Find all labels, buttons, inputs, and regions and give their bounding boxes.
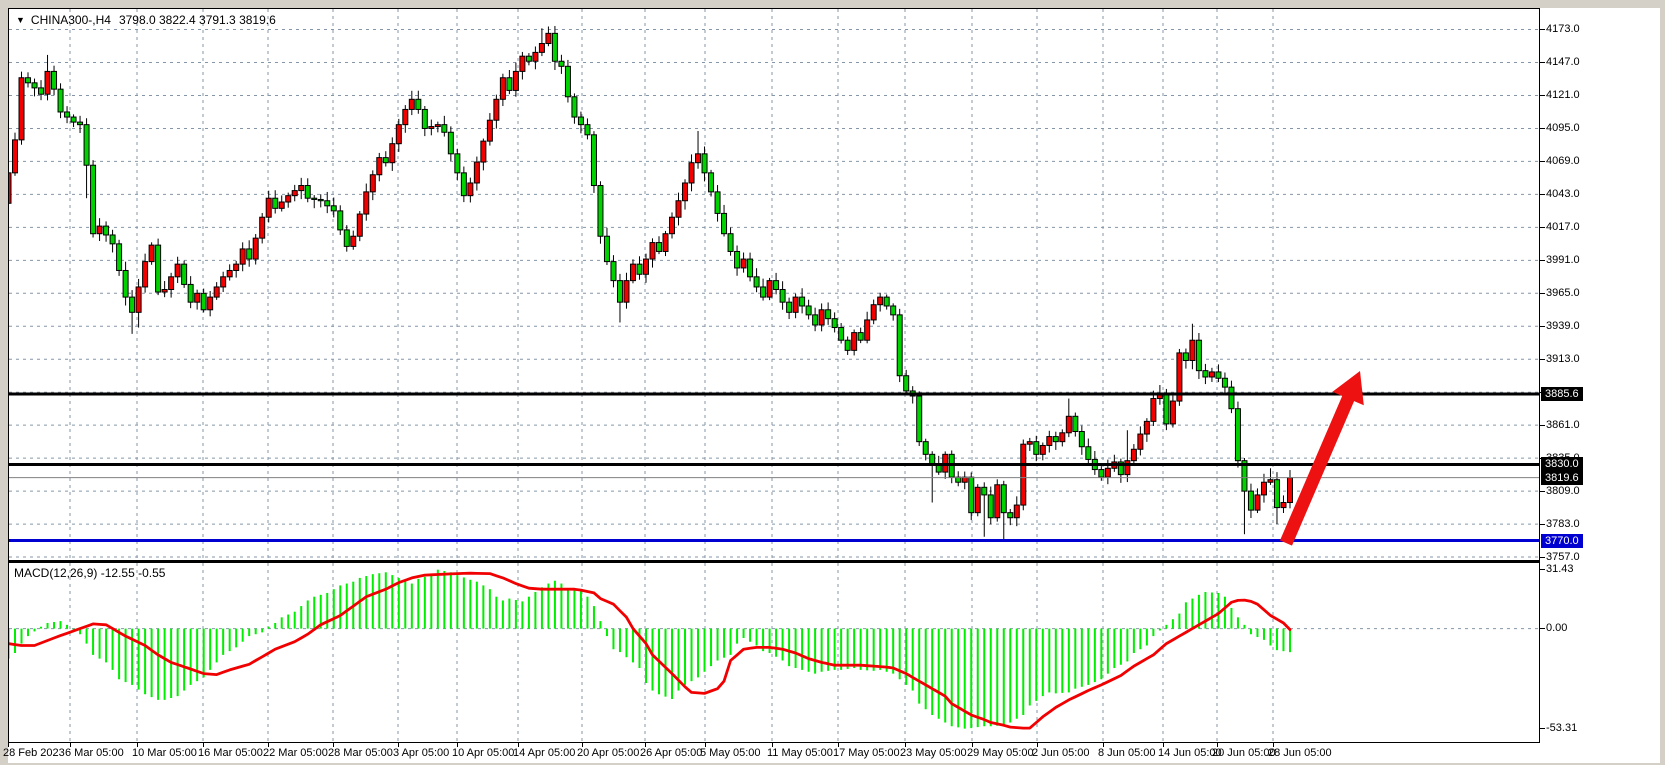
time-tick-mark bbox=[333, 743, 334, 747]
time-tick-label: 28 Mar 05:00 bbox=[328, 747, 393, 759]
price-tick-label: 4069.0 bbox=[1546, 154, 1580, 167]
time-tick-label: 11 May 05:00 bbox=[767, 747, 833, 759]
time-tick-label: 5 May 05:00 bbox=[700, 747, 761, 759]
ohlc-values: 3798.0 3822.4 3791.3 3819.6 bbox=[118, 13, 276, 27]
price-tick-mark bbox=[1540, 292, 1545, 294]
price-tick-label: 3965.0 bbox=[1546, 286, 1580, 299]
time-tick-mark bbox=[137, 743, 138, 747]
time-tick-label: 20 Jun 05:00 bbox=[1212, 747, 1276, 759]
time-tick-label: 16 Mar 05:00 bbox=[198, 747, 263, 759]
time-tick-mark bbox=[838, 743, 839, 747]
time-tick-label: 14 Jun 05:00 bbox=[1158, 747, 1222, 759]
time-tick-mark bbox=[268, 743, 269, 747]
price-tick-mark bbox=[1540, 94, 1545, 96]
price-level-badge: 3885.6 bbox=[1541, 386, 1583, 401]
time-tick-mark bbox=[1037, 743, 1038, 747]
chart-title: ▼ CHINA300-,H4 3798.0 3822.4 3791.3 3819.6 bbox=[16, 13, 276, 27]
price-tick-mark bbox=[1540, 490, 1545, 492]
price-level-badge: 3830.0 bbox=[1541, 457, 1583, 472]
chart-frame bbox=[8, 8, 1540, 743]
time-tick-mark bbox=[398, 743, 399, 747]
macd-tick-mark bbox=[1540, 628, 1545, 630]
macd-indicator-name: MACD(12,26,9) bbox=[14, 566, 98, 580]
macd-histogram bbox=[9, 569, 1291, 729]
price-tick-label: 3913.0 bbox=[1546, 352, 1580, 365]
price-tick-label: 3783.0 bbox=[1546, 517, 1580, 530]
time-tick-mark bbox=[582, 743, 583, 747]
time-tick-mark bbox=[645, 743, 646, 747]
time-tick-label: 20 Apr 05:00 bbox=[577, 747, 640, 759]
annotation-arrow[interactable] bbox=[1280, 371, 1364, 546]
price-tick-mark bbox=[1540, 259, 1545, 261]
price-tick-mark bbox=[1540, 160, 1545, 162]
price-tick-mark bbox=[1540, 325, 1545, 327]
main-price-chart[interactable] bbox=[9, 9, 1539, 560]
time-tick-label: 28 Feb 2023 bbox=[3, 747, 65, 759]
time-tick-label: 28 Jun 05:00 bbox=[1268, 747, 1332, 759]
price-tick-mark bbox=[1540, 29, 1545, 31]
time-tick-label: 23 May 05:00 bbox=[900, 747, 967, 759]
time-tick-mark bbox=[1273, 743, 1274, 747]
price-tick-label: 4147.0 bbox=[1546, 56, 1580, 69]
price-tick-mark bbox=[1540, 193, 1545, 195]
macd-signal-line bbox=[9, 571, 1292, 730]
time-tick-label: 8 Jun 05:00 bbox=[1098, 747, 1156, 759]
macd-tick-label: 31.43 bbox=[1546, 563, 1574, 576]
macd-label: MACD(12,26,9) -12.55 -0.55 bbox=[14, 566, 165, 580]
price-tick-mark bbox=[1540, 127, 1545, 129]
candlesticks bbox=[9, 25, 1293, 540]
price-tick-label: 4017.0 bbox=[1546, 220, 1580, 233]
time-tick-mark bbox=[518, 743, 519, 747]
time-tick-mark bbox=[705, 743, 706, 747]
time-tick-mark bbox=[203, 743, 204, 747]
price-tick-label: 4173.0 bbox=[1546, 23, 1580, 36]
macd-indicator-panel[interactable] bbox=[9, 563, 1539, 742]
symbol-dropdown-icon[interactable]: ▼ bbox=[16, 15, 25, 25]
time-tick-label: 26 Apr 05:00 bbox=[640, 747, 703, 759]
time-tick-mark bbox=[972, 743, 973, 747]
price-tick-mark bbox=[1540, 226, 1545, 228]
time-tick-mark bbox=[70, 743, 71, 747]
panel-separator bbox=[9, 560, 1539, 563]
time-tick-mark bbox=[772, 743, 773, 747]
price-tick-label: 3809.0 bbox=[1546, 484, 1580, 497]
macd-tick-mark bbox=[1540, 569, 1545, 571]
time-tick-mark bbox=[1163, 743, 1164, 747]
price-tick-label: 3861.0 bbox=[1546, 418, 1580, 431]
price-tick-mark bbox=[1540, 424, 1545, 426]
time-tick-label: 10 Apr 05:00 bbox=[452, 747, 515, 759]
time-tick-mark bbox=[1103, 743, 1104, 747]
price-tick-mark bbox=[1540, 523, 1545, 525]
price-tick-label: 4121.0 bbox=[1546, 88, 1580, 101]
macd-tick-label: 0.00 bbox=[1546, 622, 1568, 635]
symbol-period-label: CHINA300-,H4 bbox=[30, 13, 111, 27]
price-tick-label: 3757.0 bbox=[1546, 550, 1580, 563]
time-tick-mark bbox=[905, 743, 906, 747]
price-tick-label: 4043.0 bbox=[1546, 187, 1580, 200]
macd-gridlines bbox=[9, 563, 1539, 742]
price-tick-label: 3939.0 bbox=[1546, 319, 1580, 332]
price-level-badge: 3770.0 bbox=[1541, 533, 1583, 548]
time-tick-mark bbox=[1217, 743, 1218, 747]
price-tick-label: 3991.0 bbox=[1546, 253, 1580, 266]
time-tick-label: 6 Mar 05:00 bbox=[65, 747, 124, 759]
time-tick-mark bbox=[457, 743, 458, 747]
time-tick-label: 22 Mar 05:00 bbox=[263, 747, 328, 759]
time-tick-label: 29 May 05:00 bbox=[967, 747, 1034, 759]
macd-tick-label: -53.31 bbox=[1546, 722, 1578, 735]
price-tick-mark bbox=[1540, 556, 1545, 558]
price-tick-mark bbox=[1540, 62, 1545, 64]
current-price-badge: 3819.6 bbox=[1541, 470, 1583, 485]
time-tick-label: 2 Jun 05:00 bbox=[1032, 747, 1090, 759]
time-tick-label: 10 Mar 05:00 bbox=[132, 747, 197, 759]
macd-indicator-values: -12.55 -0.55 bbox=[100, 566, 166, 580]
price-tick-mark bbox=[1540, 358, 1545, 360]
time-tick-label: 14 Apr 05:00 bbox=[513, 747, 576, 759]
price-tick-label: 4095.0 bbox=[1546, 121, 1580, 134]
time-tick-label: 3 Apr 05:00 bbox=[393, 747, 450, 759]
time-tick-label: 17 May 05:00 bbox=[833, 747, 900, 759]
macd-tick-mark bbox=[1540, 728, 1545, 730]
time-tick-mark bbox=[8, 743, 9, 747]
